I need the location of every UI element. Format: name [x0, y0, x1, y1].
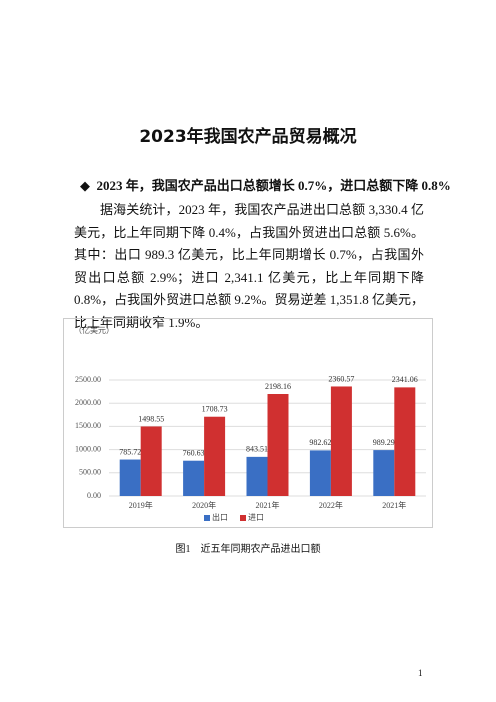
- doc-title: 2023年我国农产品贸易概况: [139, 127, 357, 147]
- x-tick-label: 2021年: [256, 500, 280, 510]
- heading-text: 2023 年，我国农产品出口总额增长 0.7%，进口总额下降 0.8%: [96, 178, 451, 193]
- paragraph: 据海关统计，2023 年，我国农产品进出口总额 3,330.4 亿美元，比上年同…: [74, 202, 424, 330]
- data-label: 2198.16: [265, 382, 291, 391]
- x-tick-label: 2019年: [129, 500, 153, 510]
- x-tick-label: 2022年: [319, 500, 343, 510]
- y-tick-label: 1000.00: [75, 444, 101, 453]
- bullet: ◆: [80, 178, 97, 193]
- legend-label: 出口: [212, 512, 228, 522]
- page-number: 1: [418, 668, 423, 678]
- y-tick-label: 500.00: [79, 468, 101, 477]
- y-tick-label: 1500.00: [75, 421, 101, 430]
- bar: [246, 456, 268, 496]
- data-label: 785.72: [119, 447, 141, 456]
- y-tick-label: 2500.00: [75, 375, 101, 384]
- y-tick-label: 2000.00: [75, 398, 101, 407]
- chart: （亿美元） 0.00 500.00 1000.00 1500.00 2000.00 250…: [63, 318, 433, 528]
- data-label: 1708.73: [202, 405, 228, 414]
- section-heading: ◆ 2023 年，我国农产品出口总额增长 0.7%，进口总额下降 0.8%: [80, 175, 451, 194]
- bar: [267, 394, 289, 496]
- data-label: 989.29: [373, 438, 395, 447]
- data-label: 760.63: [183, 449, 205, 458]
- data-label: 982.62: [309, 438, 331, 447]
- data-label: 1498.55: [138, 414, 164, 423]
- caption: 图1 近五年同期农产品进出口额: [175, 544, 321, 555]
- y-axis-label: （亿美元）: [74, 325, 114, 335]
- bar: [394, 387, 416, 496]
- x-tick-label: 2021年: [382, 500, 406, 510]
- bar: [373, 450, 395, 496]
- data-label: 2341.06: [392, 375, 418, 384]
- y-tick-label: 0.00: [87, 491, 101, 500]
- bar: [309, 450, 331, 496]
- bar: [204, 416, 226, 496]
- data-label: 843.51: [246, 445, 268, 454]
- data-label: 2360.57: [328, 374, 354, 383]
- legend-swatch: [204, 515, 210, 521]
- bar: [330, 386, 352, 496]
- bar: [183, 460, 205, 496]
- legend-label: 进口: [248, 513, 264, 522]
- legend-swatch: [240, 515, 246, 521]
- bar: [140, 426, 162, 496]
- x-tick-label: 2020年: [192, 500, 216, 510]
- bar: [119, 459, 141, 496]
